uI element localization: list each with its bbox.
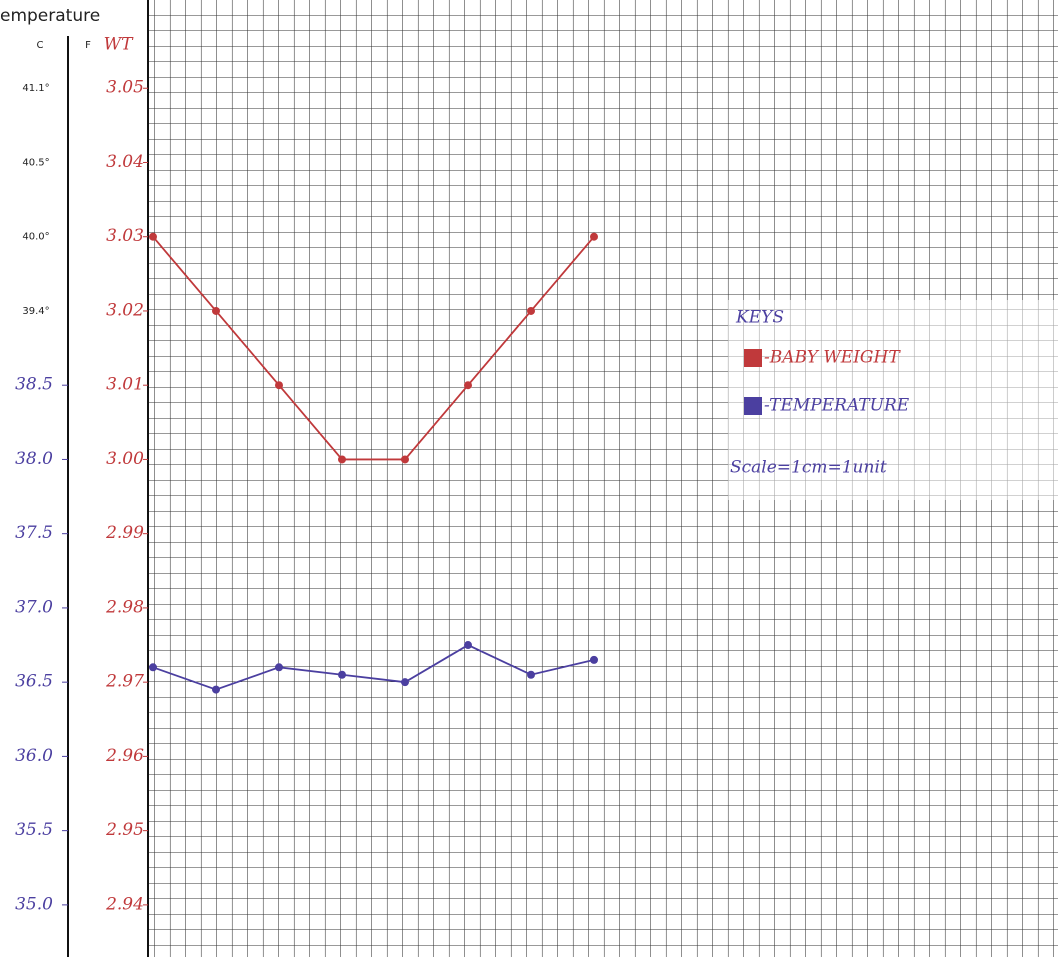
axis-header: WT	[104, 35, 134, 55]
y-tick-label: 3.03	[106, 226, 144, 246]
data-point	[212, 306, 220, 315]
series-line	[152, 644, 595, 691]
data-point	[338, 455, 346, 464]
data-point	[590, 232, 598, 241]
legend-swatch	[744, 397, 762, 415]
data-point	[464, 381, 472, 390]
legend-title: KEYS	[735, 308, 784, 328]
y-tick-label: 2.94	[105, 894, 144, 914]
y-tick-label: 2.97	[105, 672, 144, 692]
y-tick-label: 2.96	[105, 746, 144, 766]
y2-tick-label: 36.0	[15, 746, 53, 766]
y-tick-label: 2.95	[105, 820, 144, 840]
data-point	[212, 685, 220, 694]
data-point	[527, 670, 535, 679]
y2-tick-label: 35.0	[15, 894, 53, 914]
printed-c-label: 39.4°	[22, 306, 49, 317]
printed-c-label: 41.1°	[22, 83, 49, 94]
data-point	[149, 663, 157, 672]
data-point	[401, 455, 409, 464]
y2-tick-label: 37.0	[15, 597, 53, 617]
y2-tick-label: 38.5	[15, 375, 53, 395]
y2-tick-label: 38.0	[15, 449, 53, 469]
data-point	[338, 670, 346, 679]
data-point	[527, 306, 535, 315]
y2-tick-label: 37.5	[15, 523, 53, 543]
axis-header: F	[85, 40, 91, 51]
y-tick-label: 3.02	[106, 300, 144, 320]
y-tick-label: 3.04	[106, 152, 144, 172]
scale-note: Scale=1cm=1unit	[730, 458, 887, 478]
y2-tick-label: 36.5	[15, 672, 53, 692]
legend-label: -BABY WEIGHT	[764, 348, 901, 368]
data-point	[401, 678, 409, 687]
y-tick-label: 3.01	[106, 375, 144, 395]
axis-header: emperature	[0, 6, 100, 26]
y-tick-label: 2.98	[105, 597, 144, 617]
data-point	[275, 381, 283, 390]
printed-c-label: 40.5°	[22, 157, 49, 168]
y2-tick-label: 35.5	[15, 820, 53, 840]
y-tick-label: 3.05	[106, 78, 144, 98]
legend-bg	[728, 300, 1058, 500]
legend-label: -TEMPERATURE	[764, 396, 910, 416]
y-tick-label: 2.99	[105, 523, 144, 543]
printed-c-label: 40.0°	[22, 232, 49, 243]
data-point	[149, 232, 157, 241]
series-line	[152, 236, 595, 461]
data-point	[464, 641, 472, 650]
y-tick-label: 3.00	[106, 449, 144, 469]
data-point	[275, 663, 283, 672]
legend-swatch	[744, 349, 762, 367]
axis-header: C	[37, 40, 44, 51]
data-point	[590, 655, 598, 664]
